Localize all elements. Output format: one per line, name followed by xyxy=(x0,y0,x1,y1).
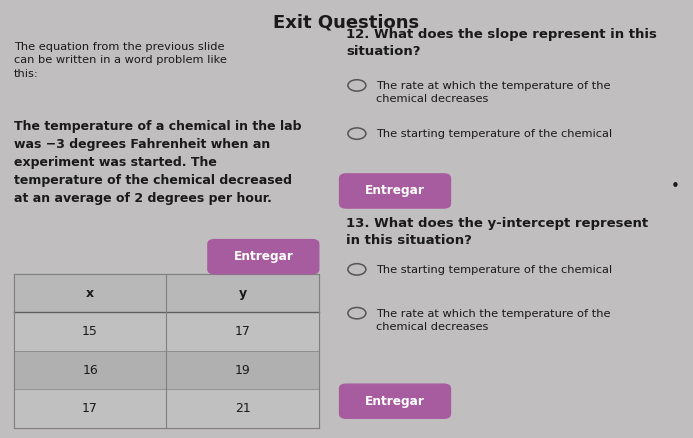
Text: 19: 19 xyxy=(235,364,250,377)
Text: y: y xyxy=(238,286,247,300)
FancyBboxPatch shape xyxy=(14,389,319,428)
Text: Exit Questions: Exit Questions xyxy=(274,13,419,31)
Text: 16: 16 xyxy=(82,364,98,377)
FancyBboxPatch shape xyxy=(208,240,319,274)
Text: The rate at which the temperature of the
chemical decreases: The rate at which the temperature of the… xyxy=(376,309,610,332)
Text: 21: 21 xyxy=(235,402,250,415)
FancyBboxPatch shape xyxy=(14,312,319,351)
Text: The rate at which the temperature of the
chemical decreases: The rate at which the temperature of the… xyxy=(376,81,610,104)
Text: The temperature of a chemical in the lab
was −3 degrees Fahrenheit when an
exper: The temperature of a chemical in the lab… xyxy=(14,120,301,205)
Text: The starting temperature of the chemical: The starting temperature of the chemical xyxy=(376,265,612,275)
Text: 15: 15 xyxy=(82,325,98,338)
Text: The equation from the previous slide
can be written in a word problem like
this:: The equation from the previous slide can… xyxy=(14,42,227,79)
FancyBboxPatch shape xyxy=(14,351,319,389)
Text: Entregar: Entregar xyxy=(365,395,425,408)
Text: 17: 17 xyxy=(82,402,98,415)
FancyBboxPatch shape xyxy=(14,274,319,428)
FancyBboxPatch shape xyxy=(340,174,450,208)
FancyBboxPatch shape xyxy=(340,384,450,418)
Text: Entregar: Entregar xyxy=(234,250,293,263)
Text: 12. What does the slope represent in this
situation?: 12. What does the slope represent in thi… xyxy=(346,28,658,58)
Text: The starting temperature of the chemical: The starting temperature of the chemical xyxy=(376,129,612,139)
FancyBboxPatch shape xyxy=(14,274,319,312)
Text: Entregar: Entregar xyxy=(365,184,425,198)
Text: 13. What does the y-intercept represent
in this situation?: 13. What does the y-intercept represent … xyxy=(346,217,649,247)
Text: x: x xyxy=(86,286,94,300)
Text: 17: 17 xyxy=(235,325,250,338)
Text: •: • xyxy=(672,179,680,194)
